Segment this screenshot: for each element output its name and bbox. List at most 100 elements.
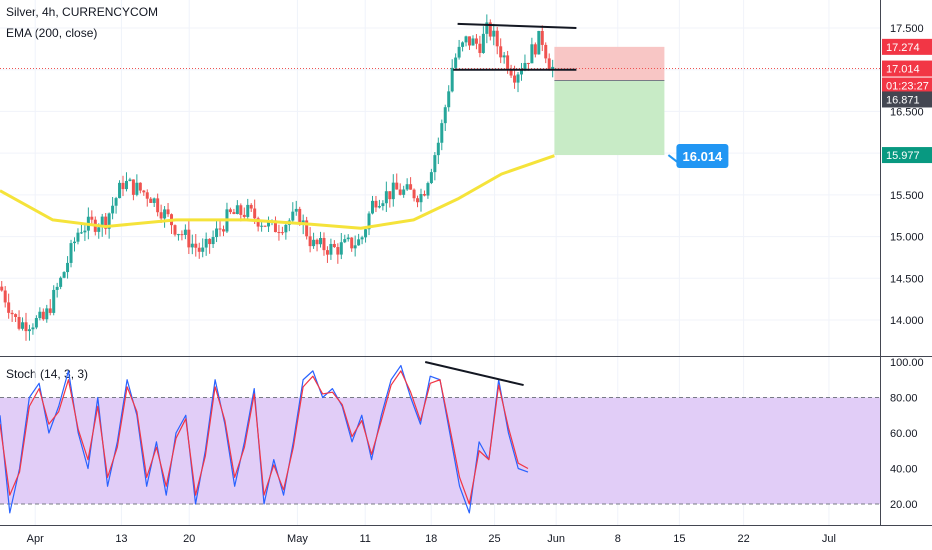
candle-body[interactable] xyxy=(526,62,530,64)
candle-body[interactable] xyxy=(69,243,73,263)
candle-body[interactable] xyxy=(284,224,288,233)
candle-body[interactable] xyxy=(232,212,236,215)
candle-body[interactable] xyxy=(159,212,163,219)
candle-body[interactable] xyxy=(97,227,101,232)
candle-body[interactable] xyxy=(253,208,257,219)
candle-body[interactable] xyxy=(440,123,444,143)
candle-body[interactable] xyxy=(163,209,167,219)
trendline[interactable] xyxy=(457,22,577,29)
candle-body[interactable] xyxy=(502,55,506,58)
candle-body[interactable] xyxy=(294,208,298,212)
candle-body[interactable] xyxy=(492,30,496,37)
candle-body[interactable] xyxy=(523,62,527,71)
candle-body[interactable] xyxy=(235,205,239,215)
candle-body[interactable] xyxy=(218,228,222,230)
candle-body[interactable] xyxy=(59,277,63,287)
candle-body[interactable] xyxy=(398,189,402,195)
take-profit-zone[interactable] xyxy=(554,80,665,156)
candle-body[interactable] xyxy=(488,22,492,37)
candle-body[interactable] xyxy=(298,208,302,225)
candle-body[interactable] xyxy=(145,192,149,199)
candle-body[interactable] xyxy=(433,155,437,173)
candle-body[interactable] xyxy=(478,43,482,53)
candle-body[interactable] xyxy=(357,239,361,246)
candle-body[interactable] xyxy=(464,36,468,43)
candle-body[interactable] xyxy=(391,182,395,200)
candle-body[interactable] xyxy=(260,225,264,227)
candle-body[interactable] xyxy=(79,232,83,234)
candle-body[interactable] xyxy=(27,329,31,332)
candle-body[interactable] xyxy=(121,182,125,190)
candle-body[interactable] xyxy=(21,322,25,329)
candle-body[interactable] xyxy=(211,237,215,245)
candle-body[interactable] xyxy=(544,44,548,59)
candle-body[interactable] xyxy=(312,239,316,247)
candle-body[interactable] xyxy=(551,66,555,71)
candle-body[interactable] xyxy=(72,241,76,244)
candle-body[interactable] xyxy=(104,216,108,229)
candle-body[interactable] xyxy=(194,243,198,248)
candle-body[interactable] xyxy=(457,46,461,58)
candle-body[interactable] xyxy=(221,229,225,232)
candle-body[interactable] xyxy=(190,243,194,248)
candle-body[interactable] xyxy=(215,228,219,238)
candle-body[interactable] xyxy=(107,213,111,229)
candle-body[interactable] xyxy=(291,211,295,221)
candle-body[interactable] xyxy=(55,286,59,290)
candle-body[interactable] xyxy=(454,57,458,68)
candle-body[interactable] xyxy=(242,214,246,217)
candle-body[interactable] xyxy=(370,200,374,214)
candle-body[interactable] xyxy=(533,44,537,55)
candle-body[interactable] xyxy=(0,286,4,291)
candle-body[interactable] xyxy=(176,234,180,236)
stoch-divergence-line[interactable] xyxy=(424,361,524,387)
candle-body[interactable] xyxy=(346,237,350,240)
candle-body[interactable] xyxy=(131,179,135,195)
candle-body[interactable] xyxy=(471,38,475,46)
candle-body[interactable] xyxy=(450,67,454,92)
candle-body[interactable] xyxy=(436,142,440,156)
candle-body[interactable] xyxy=(412,189,416,199)
candle-body[interactable] xyxy=(315,239,319,245)
candle-body[interactable] xyxy=(374,200,378,208)
candle-body[interactable] xyxy=(280,232,284,234)
stop-loss-zone[interactable] xyxy=(554,46,665,81)
candle-body[interactable] xyxy=(256,218,260,227)
candle-body[interactable] xyxy=(308,236,312,247)
candle-body[interactable] xyxy=(41,311,45,320)
candle-body[interactable] xyxy=(416,198,420,203)
candle-body[interactable] xyxy=(100,216,104,228)
candle-body[interactable] xyxy=(90,216,94,220)
candle-body[interactable] xyxy=(364,229,368,238)
candle-body[interactable] xyxy=(173,225,177,235)
candle-body[interactable] xyxy=(249,204,253,209)
candle-body[interactable] xyxy=(24,322,28,332)
candle-body[interactable] xyxy=(45,308,49,320)
candle-body[interactable] xyxy=(443,107,447,124)
candle-body[interactable] xyxy=(422,194,426,196)
candle-body[interactable] xyxy=(62,272,66,278)
candle-body[interactable] xyxy=(142,190,146,193)
candle-body[interactable] xyxy=(204,238,208,248)
candle-body[interactable] xyxy=(509,70,513,76)
candle-body[interactable] xyxy=(367,213,371,230)
candle-body[interactable] xyxy=(377,206,381,208)
candle-body[interactable] xyxy=(66,262,70,273)
candle-body[interactable] xyxy=(135,182,139,195)
candle-body[interactable] xyxy=(468,36,472,46)
candle-body[interactable] xyxy=(17,316,21,329)
candle-body[interactable] xyxy=(405,184,409,190)
candle-body[interactable] xyxy=(187,229,191,248)
candle-body[interactable] xyxy=(513,75,517,83)
candle-body[interactable] xyxy=(31,327,35,330)
candle-body[interactable] xyxy=(124,180,128,190)
candle-body[interactable] xyxy=(322,237,326,251)
candle-body[interactable] xyxy=(319,237,323,245)
candle-body[interactable] xyxy=(305,220,309,237)
candle-body[interactable] xyxy=(381,203,385,207)
candle-body[interactable] xyxy=(495,30,499,47)
candle-body[interactable] xyxy=(14,314,18,317)
candle-body[interactable] xyxy=(429,172,433,184)
candle-body[interactable] xyxy=(38,311,42,319)
